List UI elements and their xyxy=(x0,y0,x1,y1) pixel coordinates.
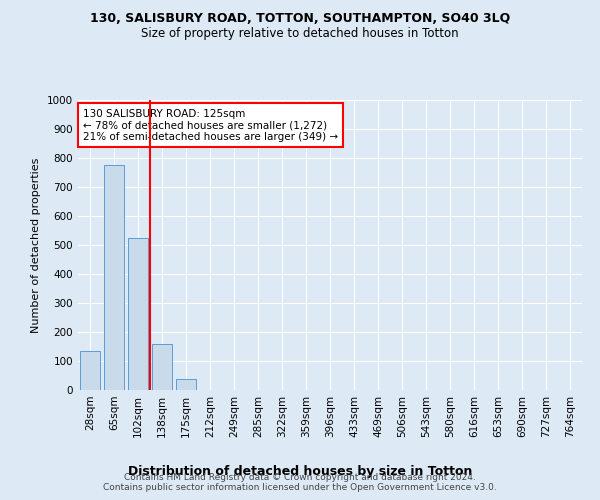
Text: 130, SALISBURY ROAD, TOTTON, SOUTHAMPTON, SO40 3LQ: 130, SALISBURY ROAD, TOTTON, SOUTHAMPTON… xyxy=(90,12,510,26)
Text: Size of property relative to detached houses in Totton: Size of property relative to detached ho… xyxy=(141,28,459,40)
Bar xyxy=(80,352,100,390)
Bar xyxy=(176,380,196,390)
Bar xyxy=(128,238,148,390)
Text: Contains HM Land Registry data © Crown copyright and database right 2024.
Contai: Contains HM Land Registry data © Crown c… xyxy=(103,473,497,492)
Bar xyxy=(152,344,172,390)
Y-axis label: Number of detached properties: Number of detached properties xyxy=(31,158,41,332)
Text: Distribution of detached houses by size in Totton: Distribution of detached houses by size … xyxy=(128,464,472,477)
Bar xyxy=(104,166,124,390)
Text: 130 SALISBURY ROAD: 125sqm
← 78% of detached houses are smaller (1,272)
21% of s: 130 SALISBURY ROAD: 125sqm ← 78% of deta… xyxy=(83,108,338,142)
